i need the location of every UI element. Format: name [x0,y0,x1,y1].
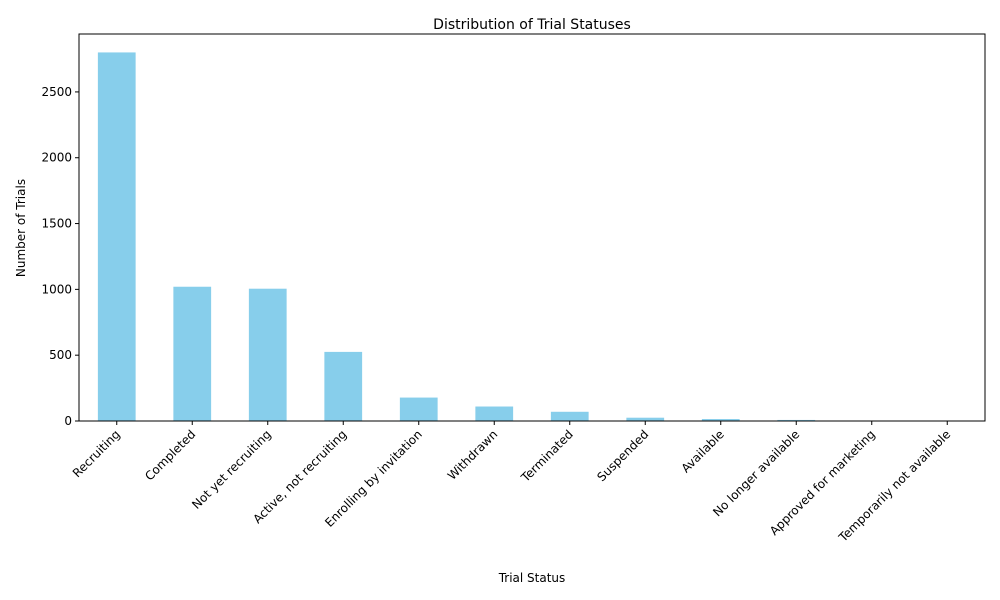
y-tick-label: 1000 [41,282,72,296]
y-tick-label: 1500 [41,217,72,231]
bar-5 [475,406,514,421]
bar-4 [399,397,438,421]
bar-6 [550,411,589,421]
x-tick-label: Completed [142,427,198,483]
chart-title: Distribution of Trial Statuses [433,17,631,33]
plot-frame [78,33,986,422]
y-tick-label: 2500 [41,85,72,99]
bar-1 [173,286,212,421]
x-tick-label: Not yet recruiting [189,427,274,512]
y-tick-label: 0 [64,414,72,428]
bar-2 [248,288,287,421]
bar-9 [777,419,816,421]
bar-0 [97,52,136,422]
x-tick-label: Suspended [594,427,651,484]
x-tick-label: Recruiting [70,427,123,480]
bars-group [97,52,967,422]
bar-7 [626,417,665,421]
y-tick-label: 2000 [41,151,72,165]
x-tick-label: Terminated [518,427,576,485]
x-tick-label: Available [679,427,727,475]
y-tick-label: 500 [49,348,72,362]
x-tick-label: Withdrawn [445,427,501,483]
bar-8 [701,419,740,421]
y-axis-label: Number of Trials [14,179,28,277]
y-axis-ticks: 0 500 1000 1500 2000 2500 [41,85,79,428]
x-axis-label: Trial Status [498,571,566,585]
bar-3 [324,351,363,421]
